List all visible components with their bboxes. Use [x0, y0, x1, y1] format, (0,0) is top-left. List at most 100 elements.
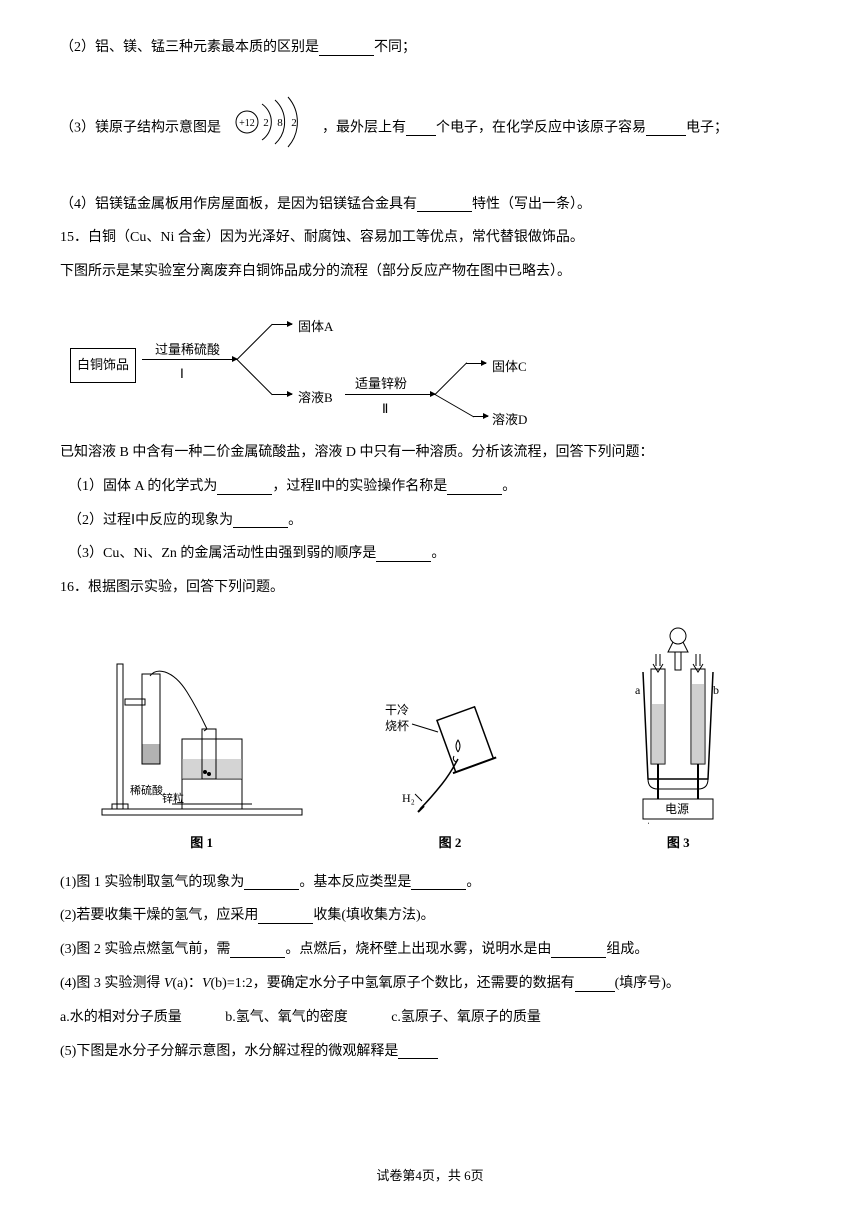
fig-caption-3: 图 3 [593, 829, 763, 858]
q15-1: （1）固体 A 的化学式为 ，过程Ⅱ中的实验操作名称是 。 [60, 472, 800, 503]
option-a: a.水的相对分子质量 [60, 1010, 182, 1025]
q16-3-mid: 。点燃后，烧杯壁上出现水雾，说明水是由 [285, 942, 551, 957]
q16-1: (1)图 1 实验制取氢气的现象为 。基本反应类型是 。 [60, 868, 800, 899]
q3-mid2: 个电子，在化学反应中该原子容易 [436, 120, 646, 135]
blank [376, 546, 431, 562]
q16-2-text: (2)若要收集干燥的氢气，应采用 [60, 908, 258, 923]
svg-text:b: b [713, 683, 719, 697]
blank [646, 120, 686, 136]
q16-3-text: (3)图 2 实验点燃氢气前，需 [60, 942, 230, 957]
q16-4-vb: V [202, 976, 211, 991]
flow-step1-label: 过量稀硫酸 [155, 336, 220, 365]
figure-3: a b 电源 + - [593, 624, 763, 824]
q16-4: (4)图 3 实验测得 V(a)：V(b)=1:2，要确定水分子中氢氧原子个数比… [60, 969, 800, 1000]
blank [230, 942, 285, 958]
blank [417, 196, 472, 212]
svg-text:稀硫酸: 稀硫酸 [130, 783, 163, 797]
flow-diag-up2 [435, 362, 468, 395]
svg-text:+: + [645, 818, 652, 824]
q15-1-suffix: 。 [502, 479, 516, 494]
q16-4-options: a.水的相对分子质量 b.氢气、氧气的密度 c.氢原子、氧原子的质量 [60, 1003, 800, 1034]
q16-4-a: (a)： [172, 976, 202, 991]
figure-captions: 图 1 图 2 图 3 [60, 829, 800, 858]
q15-3: （3）Cu、Ni、Zn 的金属活动性由强到弱的顺序是 。 [60, 539, 800, 570]
option-b: b.氢气、氧气的密度 [225, 1010, 348, 1025]
q4-suffix: 特性（写出一条）。 [472, 197, 591, 212]
q15-2-suffix: 。 [288, 513, 302, 528]
svg-text:锌粒: 锌粒 [162, 791, 184, 805]
flow-solid-c: 固体C [492, 353, 527, 382]
flow-diag-down [237, 359, 273, 395]
q16-2: (2)若要收集干燥的氢气，应采用 收集(填收集方法)。 [60, 901, 800, 932]
question-3: （3）镁原子结构示意图是 +12 2 8 2 ，最外层上有个电子，在化学反应中该… [60, 92, 800, 165]
atom-diagram: +12 2 8 2 [227, 92, 317, 165]
blank [258, 908, 313, 924]
q2-text: （2）铝、镁、锰三种元素最本质的区别是 [60, 40, 319, 55]
question-2: （2）铝、镁、锰三种元素最本质的区别是 不同； [60, 33, 800, 64]
q16-4-suffix: (填序号)。 [615, 976, 680, 991]
flow-solution-d: 溶液D [492, 406, 527, 435]
q16-1-mid: 。基本反应类型是 [299, 875, 411, 890]
flow-arrow-b [272, 394, 292, 395]
q16-5-text: (5)下图是水分子分解示意图，水分解过程的微观解释是 [60, 1044, 398, 1059]
blank [575, 976, 615, 992]
blank [319, 40, 374, 56]
fig-caption-1: 图 1 [97, 829, 307, 858]
q16-3-suffix: 组成。 [606, 942, 648, 957]
flow-arrow-1 [142, 359, 237, 360]
q15-1-text: （1）固体 A 的化学式为 [68, 479, 217, 494]
flow-arrow-c [466, 363, 486, 364]
q16-3: (3)图 2 实验点燃氢气前，需 。点燃后，烧杯壁上出现水雾，说明水是由 组成。 [60, 935, 800, 966]
flow-step2-num: Ⅱ [382, 395, 388, 424]
q15-3-text: （3）Cu、Ni、Zn 的金属活动性由强到弱的顺序是 [68, 546, 376, 561]
svg-text:H₂: H₂ [402, 791, 415, 805]
flow-arrow-a [272, 324, 292, 325]
svg-text:2: 2 [291, 117, 297, 129]
q3-suffix: 电子； [686, 120, 728, 135]
question-4: （4）铝镁锰金属板用作房屋面板，是因为铝镁锰合金具有 特性（写出一条）。 [60, 190, 800, 221]
flow-diagram: 白铜饰品 过量稀硫酸 Ⅰ 固体A 溶液B 适量锌粉 Ⅱ 固体C 溶液D [70, 298, 590, 428]
q15-1-mid: ，过程Ⅱ中的实验操作名称是 [272, 479, 447, 494]
flow-diag-up [237, 324, 273, 360]
flow-solution-b: 溶液B [298, 384, 333, 413]
q15-2: （2）过程Ⅰ中反应的现象为 。 [60, 506, 800, 537]
svg-text:8: 8 [277, 117, 283, 129]
svg-text:-: - [705, 818, 709, 824]
flow-step1-num: Ⅰ [180, 360, 184, 389]
q16-4-mid: (b)=1:2，要确定水分子中氢氧原子个数比，还需要的数据有 [211, 976, 575, 991]
q16-1-text: (1)图 1 实验制取氢气的现象为 [60, 875, 244, 890]
q3-prefix: （3）镁原子结构示意图是 [60, 120, 221, 135]
question-15-desc: 下图所示是某实验室分离废弃白铜饰品成分的流程（部分反应产物在图中已略去）。 [60, 257, 800, 288]
blank [411, 874, 466, 890]
blank [217, 479, 272, 495]
svg-text:烧杯: 烧杯 [385, 719, 409, 733]
q16-5: (5)下图是水分子分解示意图，水分解过程的微观解释是 [60, 1037, 800, 1068]
page-footer: 试卷第4页，共 6页 [60, 1162, 800, 1191]
q2-suffix: 不同； [374, 40, 416, 55]
q16-1-suffix: 。 [466, 875, 480, 890]
blank [447, 479, 502, 495]
experiment-figures: 稀硫酸 锌粒 干冷 烧杯 H₂ [60, 619, 800, 824]
svg-text:2: 2 [263, 117, 269, 129]
question-15-title: 15．白铜（Cu、Ni 合金）因为光泽好、耐腐蚀、容易加工等优点，常代替银做饰品… [60, 223, 800, 254]
flow-arrow-2 [345, 394, 435, 395]
q4-text: （4）铝镁锰金属板用作房屋面板，是因为铝镁锰合金具有 [60, 197, 417, 212]
flow-diag-down2 [435, 394, 474, 417]
flow-solid-a: 固体A [298, 313, 333, 342]
fig-caption-2: 图 2 [380, 829, 520, 858]
q15-2-text: （2）过程Ⅰ中反应的现象为 [68, 513, 233, 528]
flow-arrow-d [473, 416, 488, 417]
blank [244, 874, 299, 890]
q16-2-suffix: 收集(填收集方法)。 [313, 908, 434, 923]
q15-known: 已知溶液 B 中含有一种二价金属硫酸盐，溶液 D 中只有一种溶质。分析该流程，回… [60, 438, 800, 469]
blank [398, 1043, 438, 1059]
blank [551, 942, 606, 958]
q16-4-prefix: (4)图 3 实验测得 [60, 976, 164, 991]
svg-text:干冷: 干冷 [385, 703, 409, 717]
svg-text:a: a [635, 683, 641, 697]
figure-1: 稀硫酸 锌粒 [97, 644, 307, 824]
nucleus-text: +12 [239, 118, 255, 129]
flow-start: 白铜饰品 [70, 348, 136, 383]
question-16-title: 16．根据图示实验，回答下列问题。 [60, 573, 800, 604]
q15-3-suffix: 。 [431, 546, 445, 561]
